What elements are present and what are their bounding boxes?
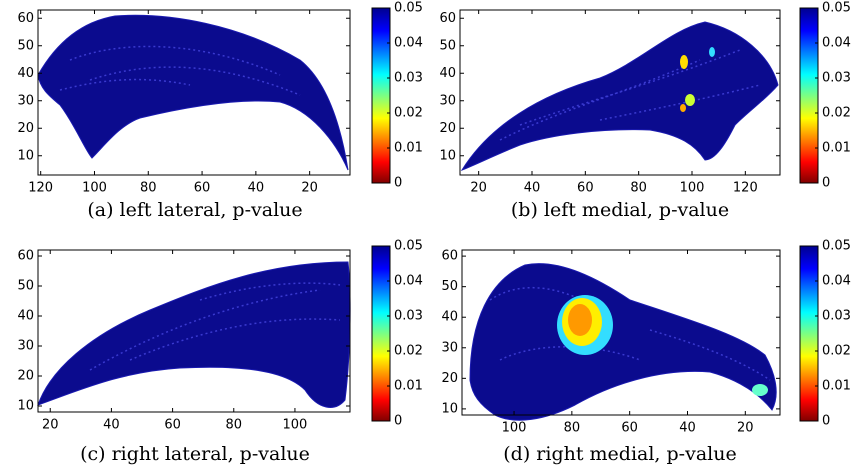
y-tick-label: 60 xyxy=(439,11,456,26)
colorbar-tick-label: 0.01 xyxy=(394,141,423,156)
colorbar-tick-label: 0.05 xyxy=(394,239,423,254)
colorbar-tick-label: 0.01 xyxy=(394,379,423,394)
colorbar xyxy=(799,245,819,422)
x-tick-label: 80 xyxy=(225,418,242,433)
colorbar-tick-label: 0.02 xyxy=(822,106,851,121)
y-tick-label: 40 xyxy=(439,66,456,81)
x-tick-label: 100 xyxy=(680,181,705,196)
y-tick-label: 10 xyxy=(17,148,34,163)
colorbar-tick-label: 0.03 xyxy=(394,309,423,324)
y-tick-label: 20 xyxy=(17,369,34,384)
x-tick-label: 20 xyxy=(470,181,487,196)
x-tick-label: 60 xyxy=(621,421,638,436)
colorbar-tick-label: 0.05 xyxy=(394,1,423,16)
y-tick-label: 30 xyxy=(439,93,456,108)
surface-b-texture xyxy=(499,49,761,141)
surfaces xyxy=(37,14,779,421)
x-tick-label: 60 xyxy=(194,181,211,196)
y-tick-label: 20 xyxy=(17,121,34,136)
hot-spot xyxy=(680,104,686,112)
y-tick-label: 10 xyxy=(17,399,34,414)
colorbar-tick-label: 0.01 xyxy=(822,379,851,394)
y-tick-label: 30 xyxy=(17,93,34,108)
axes-box xyxy=(37,249,351,413)
colorbar-tick-label: 0.03 xyxy=(394,71,423,86)
x-tick-label: 20 xyxy=(42,418,59,433)
colorbar-tick-label: 0.01 xyxy=(822,141,851,156)
y-tick-label: 50 xyxy=(17,38,34,53)
colorbar-tick-label: 0.02 xyxy=(822,344,851,359)
y-tick-label: 60 xyxy=(441,249,458,264)
x-tick-label: 100 xyxy=(283,418,308,433)
x-tick-label: 100 xyxy=(502,421,527,436)
y-tick-label: 50 xyxy=(439,38,456,53)
axes-box xyxy=(459,9,781,176)
colorbar-tick-label: 0.03 xyxy=(822,309,851,324)
x-tick-label: 80 xyxy=(140,181,157,196)
x-tick-label: 80 xyxy=(630,181,647,196)
surface-c xyxy=(37,261,351,408)
surface-b xyxy=(460,21,779,172)
y-tick-label: 10 xyxy=(441,401,458,416)
colorbar-tick-label: 0.02 xyxy=(394,106,423,121)
x-tick-label: 40 xyxy=(524,181,541,196)
y-tick-label: 50 xyxy=(441,279,458,294)
x-tick-label: 60 xyxy=(164,418,181,433)
y-tick-label: 10 xyxy=(439,148,456,163)
y-tick-label: 40 xyxy=(17,309,34,324)
surface-a xyxy=(37,14,349,171)
colorbar-tick-label: 0.02 xyxy=(394,344,423,359)
colorbar-tick-label: 0.04 xyxy=(822,36,851,51)
hot-spot xyxy=(709,47,715,57)
caption: (a) left lateral, p-value xyxy=(87,199,302,221)
colorbar-tick-label: 0 xyxy=(822,414,830,429)
x-tick-label: 20 xyxy=(301,181,318,196)
surface-a-texture xyxy=(59,45,301,96)
y-tick-label: 50 xyxy=(17,279,34,294)
hot-spot xyxy=(685,94,695,106)
surface-c-texture xyxy=(89,282,341,371)
y-tick-label: 60 xyxy=(17,11,34,26)
hot-spots-d xyxy=(557,295,768,396)
x-tick-label: 40 xyxy=(248,181,265,196)
x-tick-label: 120 xyxy=(733,181,758,196)
x-tick-label: 60 xyxy=(577,181,594,196)
hot-spots-b xyxy=(680,47,715,112)
colorbar-tick-label: 0.05 xyxy=(822,1,851,16)
colorbar-tick-label: 0 xyxy=(822,176,830,191)
y-tick-label: 20 xyxy=(439,121,456,136)
colorbar-tick-label: 0 xyxy=(394,176,402,191)
colorbar-tick-label: 0.03 xyxy=(822,71,851,86)
surface-d xyxy=(469,263,777,421)
colorbar-tick-label: 0.04 xyxy=(394,274,423,289)
x-tick-label: 120 xyxy=(28,181,53,196)
colorbar xyxy=(799,7,819,184)
hot-spot xyxy=(680,55,688,69)
hot-spot xyxy=(752,384,768,396)
y-tick-label: 40 xyxy=(441,310,458,325)
caption: (b) left medial, p-value xyxy=(511,199,729,221)
colorbar xyxy=(371,245,391,422)
y-tick-label: 30 xyxy=(441,340,458,355)
x-tick-label: 80 xyxy=(564,421,581,436)
caption: (d) right medial, p-value xyxy=(503,443,736,465)
y-tick-label: 30 xyxy=(17,339,34,354)
x-tick-label: 100 xyxy=(82,181,107,196)
y-tick-label: 20 xyxy=(441,371,458,386)
colorbar-tick-label: 0.04 xyxy=(394,36,423,51)
colorbar-tick-label: 0.04 xyxy=(822,274,851,289)
x-tick-label: 20 xyxy=(737,421,754,436)
x-tick-label: 40 xyxy=(679,421,696,436)
hot-spot xyxy=(568,304,592,336)
x-tick-label: 40 xyxy=(103,418,120,433)
colorbar xyxy=(371,7,391,184)
colorbar-tick-label: 0 xyxy=(394,414,402,429)
y-tick-label: 60 xyxy=(17,249,34,264)
caption: (c) right lateral, p-value xyxy=(80,443,310,465)
colorbar-tick-label: 0.05 xyxy=(822,239,851,254)
axes-box xyxy=(461,249,781,416)
y-tick-label: 40 xyxy=(17,66,34,81)
axes-box xyxy=(37,9,351,176)
